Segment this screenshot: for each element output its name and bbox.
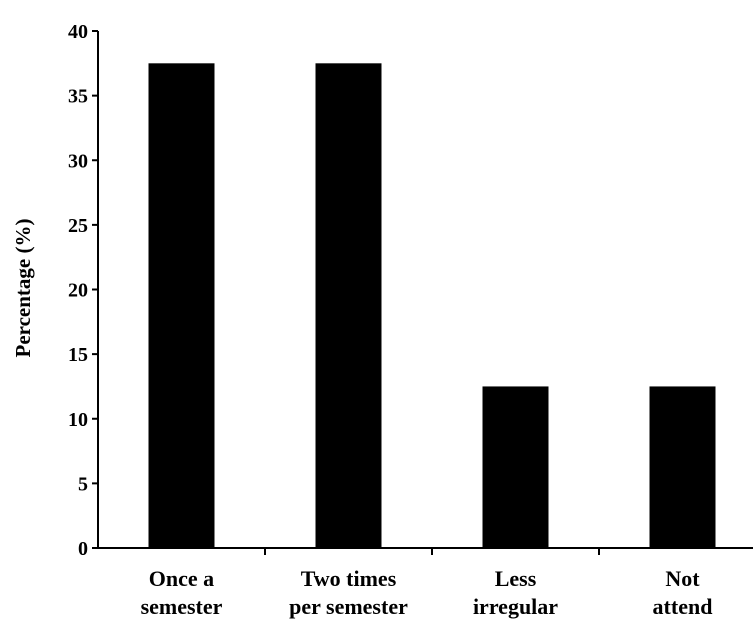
y-tick-label: 40 (68, 21, 88, 43)
y-tick-label: 35 (68, 86, 88, 108)
y-axis: 0 5 10 15 20 25 30 35 40 (68, 21, 99, 560)
bar (482, 386, 549, 548)
bar (148, 63, 215, 548)
y-tick-label: 0 (78, 538, 88, 560)
y-tick-label: 25 (68, 215, 88, 237)
category-labels: Once a semester Two times per semester Less i… (141, 566, 713, 619)
y-tick-label: 20 (68, 280, 88, 302)
x-category-label: Once a semester (141, 566, 223, 619)
bar (315, 63, 382, 548)
y-tick-label: 5 (78, 473, 88, 495)
bar (649, 386, 716, 548)
y-tick-label: 15 (68, 344, 88, 366)
y-axis-title: Percentage (%) (11, 219, 35, 358)
y-tick-label: 30 (68, 150, 88, 172)
x-category-label: Less irregular (473, 566, 558, 619)
bars (148, 63, 716, 548)
x-category-label: Not attend (653, 566, 713, 619)
y-tick-label: 10 (68, 409, 88, 431)
x-axis (98, 547, 753, 555)
x-category-label: Two times per semester (289, 566, 408, 619)
y-axis-title-group: Percentage (%) (11, 219, 35, 358)
